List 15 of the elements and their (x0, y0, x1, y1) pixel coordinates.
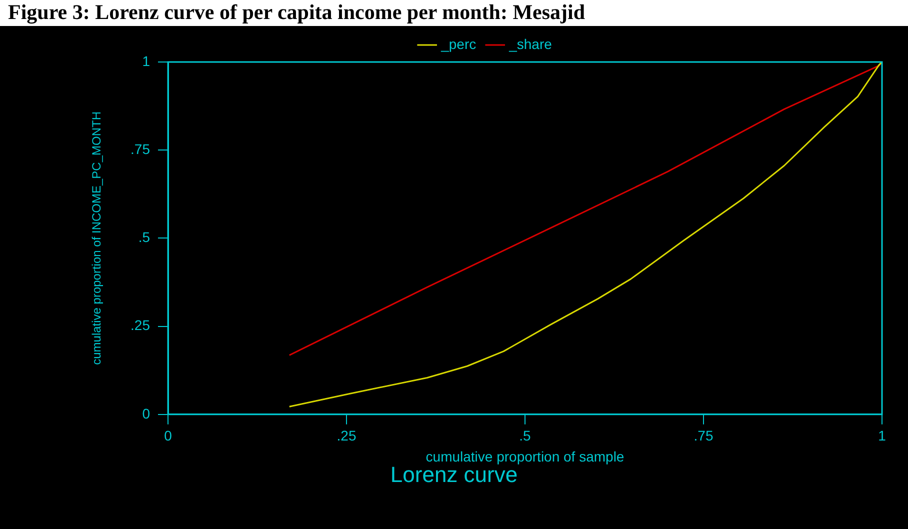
x-tick-label: .75 (694, 428, 714, 444)
legend-label: _share (508, 36, 552, 52)
x-tick-label: .5 (519, 428, 532, 444)
y-tick-label: 0 (142, 405, 150, 422)
legend-label: _perc (440, 36, 476, 52)
x-axis-title: cumulative proportion of sample (426, 448, 624, 464)
y-tick-label: .75 (130, 140, 150, 157)
x-tick-label: 0 (164, 428, 172, 444)
y-axis-title: cumulative proportion of INCOME_PC_MONTH (90, 111, 104, 365)
x-tick-label: 1 (878, 428, 886, 444)
chart-title: Figure 3: Lorenz curve of per capita income per month: Mesajid (7, 0, 586, 26)
y-tick-label: .25 (130, 317, 150, 334)
y-tick-label: .5 (138, 229, 150, 246)
y-tick-label: 1 (142, 52, 150, 69)
x-tick-label: .25 (336, 428, 356, 444)
